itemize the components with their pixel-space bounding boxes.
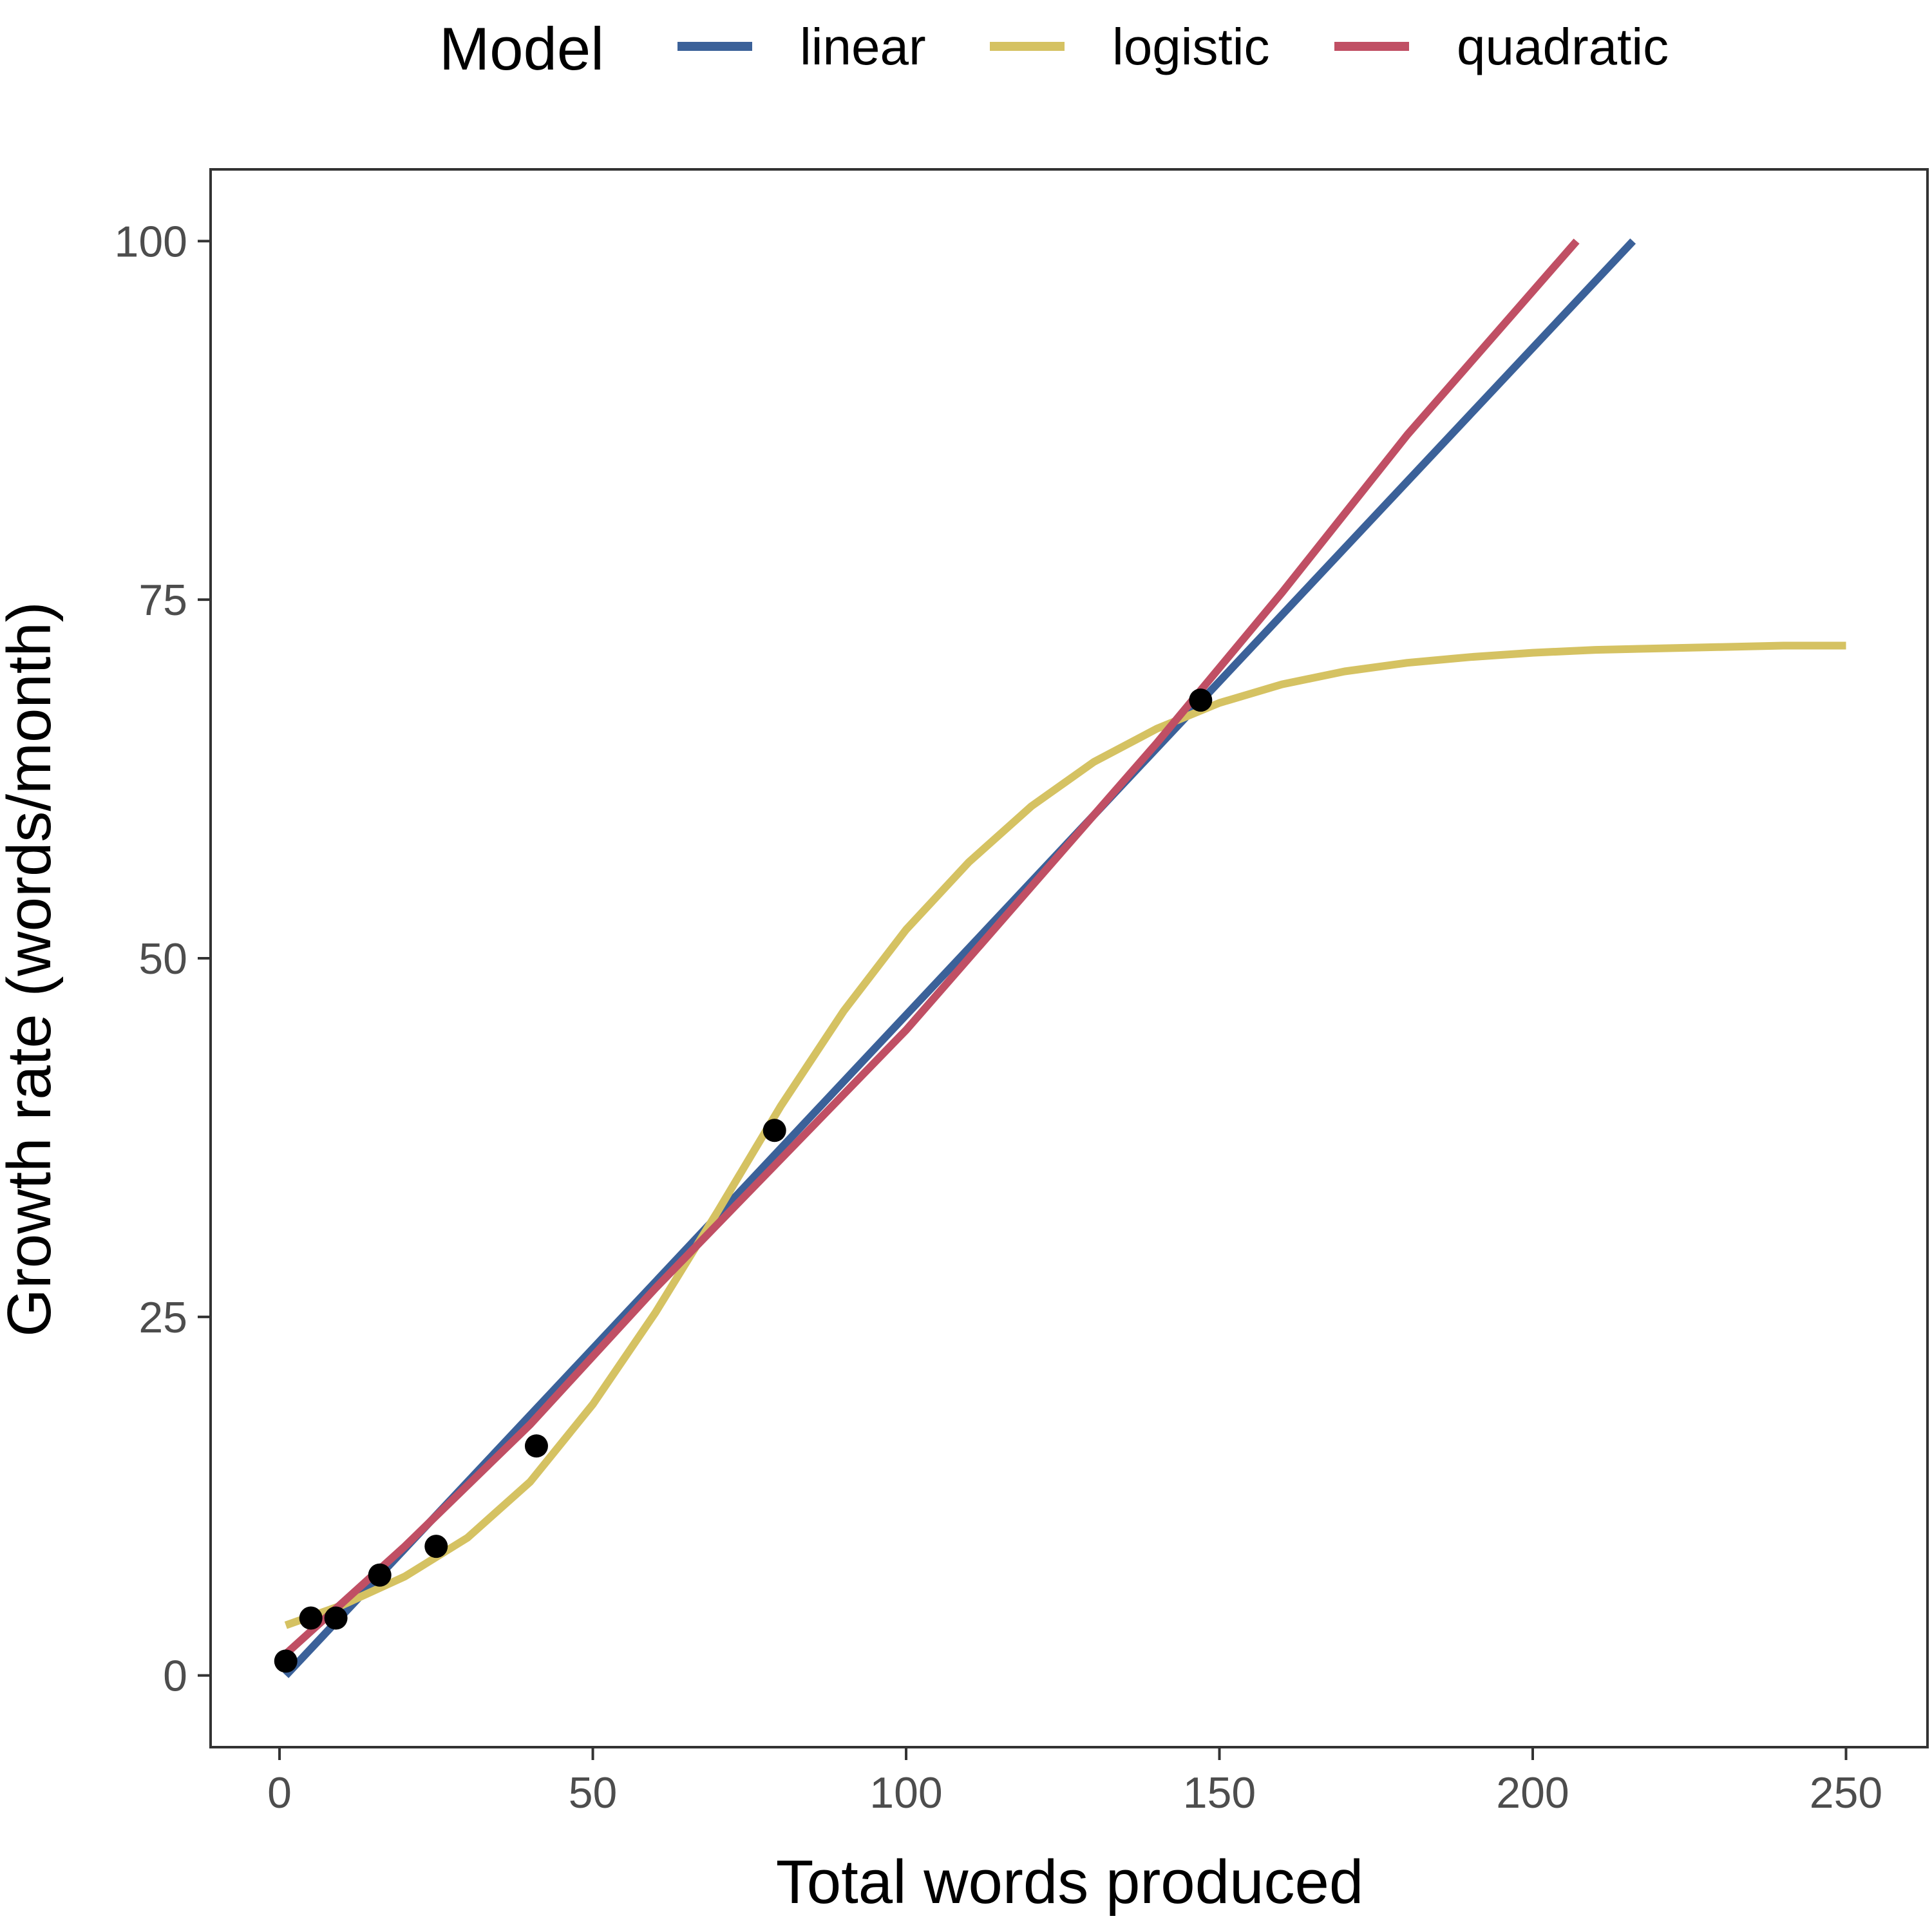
y-tick-label: 100 [115,217,187,266]
series-line-linear [283,238,1636,1678]
x-tick-label: 200 [1496,1768,1569,1817]
y-tick-label: 75 [138,576,187,625]
legend-label-quadratic: quadratic [1457,18,1669,75]
data-point [368,1563,392,1587]
y-tick-label: 50 [138,934,187,983]
legend-title: Model [439,15,604,82]
panel-border [209,168,1929,1748]
y-axis: 0 25 50 75 100 [115,217,211,1701]
data-point [274,1649,298,1673]
points-layer [274,688,1213,1673]
series-line-quadratic [283,238,1580,1657]
x-tick-label: 250 [1810,1768,1882,1817]
y-tick-label: 25 [138,1293,187,1342]
data-point [424,1535,448,1558]
x-tick-label: 0 [267,1768,292,1817]
data-point [1189,688,1213,712]
legend-label-logistic: logistic [1112,18,1270,75]
series-layer [283,238,1846,1678]
legend-label-linear: linear [800,18,926,75]
plot-area [209,168,1929,1748]
x-tick-label: 100 [869,1768,942,1817]
x-axis: 0 50 100 150 200 250 [267,1747,1882,1817]
x-tick-label: 50 [569,1768,618,1817]
legend: Model linear logistic quadratic [439,15,1669,82]
y-axis-title: Growth rate (words/month) [0,601,64,1337]
legend-entries: linear logistic quadratic [677,18,1669,75]
series-line-logistic [284,641,1846,1629]
data-point [524,1434,548,1458]
x-axis-title: Total words produced [776,1848,1364,1917]
x-tick-label: 150 [1183,1768,1256,1817]
data-point [299,1606,323,1630]
data-point [324,1606,348,1630]
data-point [762,1119,786,1142]
y-tick-label: 0 [163,1652,187,1701]
